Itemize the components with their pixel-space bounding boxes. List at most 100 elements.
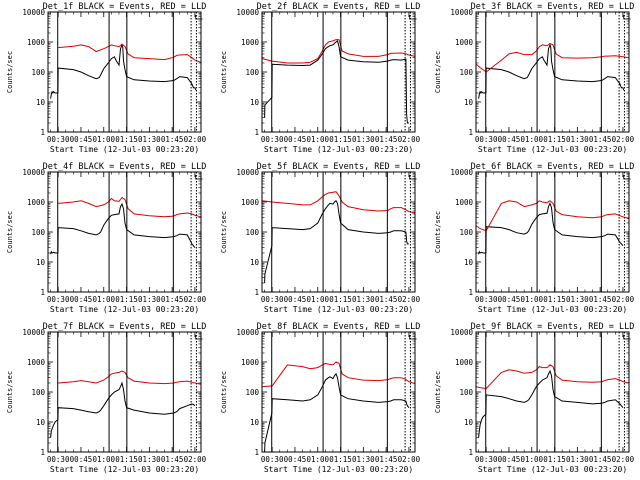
chart-title: Det_1f BLACK = Events, RED = LLD <box>43 2 207 12</box>
y-tick-label: 10 <box>464 418 474 427</box>
y-tick-label: 10000 <box>450 168 473 177</box>
x-tick-label: 02:00 <box>612 455 635 464</box>
x-axis-label: Start Time (12-Jul-03 00:23:20) <box>50 145 199 154</box>
y-tick-label: 100 <box>459 68 473 77</box>
y-tick-label: 10 <box>250 418 260 427</box>
y-tick-label: 100 <box>459 228 473 237</box>
y-tick-label: 10 <box>464 258 474 267</box>
range-bracket <box>623 15 631 20</box>
x-axis-label: Start Time (12-Jul-03 00:23:20) <box>478 465 627 474</box>
x-tick-label: 00:45 <box>70 455 93 464</box>
lld-series-line <box>58 196 202 218</box>
y-tick-label: 1 <box>254 448 259 457</box>
y-tick-label: 1000 <box>455 358 474 367</box>
x-tick-label: 01:30 <box>566 455 589 464</box>
y-tick-label: 1 <box>468 128 473 137</box>
plot-frame <box>475 171 630 293</box>
events-series-line <box>478 43 625 99</box>
x-tick-label: 02:00 <box>184 295 207 304</box>
x-tick-label: 01:00 <box>306 455 329 464</box>
x-tick-label: 00:30 <box>47 455 70 464</box>
y-tick-label: 10 <box>36 418 46 427</box>
y-tick-label: 100 <box>245 68 259 77</box>
chart-title: Det_6f BLACK = Events, RED = LLD <box>471 162 635 172</box>
x-tick-label: 00:30 <box>261 455 284 464</box>
y-tick-label: 100 <box>459 388 473 397</box>
y-tick-label: 1000 <box>27 358 46 367</box>
x-tick-label: 01:00 <box>92 135 115 144</box>
x-tick-label: 00:45 <box>70 135 93 144</box>
y-axis-label: Counts/sec <box>220 371 228 413</box>
plot-frame <box>475 331 630 453</box>
x-tick-label: 01:00 <box>520 455 543 464</box>
y-tick-label: 10000 <box>22 8 45 17</box>
x-tick-label: 00:45 <box>284 295 307 304</box>
y-tick-label: 10000 <box>236 8 259 17</box>
x-tick-label: 00:45 <box>70 295 93 304</box>
events-series-line <box>264 39 409 124</box>
chart-panel: Det_2f BLACK = Events, RED = LLD Counts/s… <box>220 2 421 154</box>
lld-series-line <box>476 200 630 232</box>
chart-title: Det_8f BLACK = Events, RED = LLD <box>257 322 421 332</box>
lld-series-line <box>476 364 630 390</box>
x-tick-label: 01:15 <box>543 295 566 304</box>
chart-panel: Det_7f BLACK = Events, RED = LLD Counts/s… <box>6 322 207 474</box>
lld-series-line <box>475 42 630 73</box>
x-tick-label: 01:45 <box>375 455 398 464</box>
y-tick-label: 1 <box>468 448 473 457</box>
chart-title: Det_3f BLACK = Events, RED = LLD <box>471 2 635 12</box>
x-tick-label: 00:30 <box>475 455 498 464</box>
y-tick-label: 1 <box>40 128 45 137</box>
y-tick-label: 100 <box>245 228 259 237</box>
x-tick-label: 01:45 <box>375 135 398 144</box>
x-tick-label: 01:30 <box>138 455 161 464</box>
x-tick-label: 01:15 <box>329 135 352 144</box>
x-tick-label: 01:00 <box>306 295 329 304</box>
x-tick-label: 00:45 <box>498 295 521 304</box>
y-tick-label: 100 <box>31 228 45 237</box>
x-tick-label: 00:30 <box>47 295 70 304</box>
range-bracket <box>623 335 631 340</box>
x-tick-label: 01:15 <box>543 135 566 144</box>
y-tick-label: 100 <box>31 68 45 77</box>
y-tick-label: 1000 <box>241 38 260 47</box>
chart-panel: Det_9f BLACK = Events, RED = LLD Counts/s… <box>434 322 635 474</box>
x-tick-label: 01:00 <box>306 135 329 144</box>
x-tick-label: 01:30 <box>352 295 375 304</box>
x-tick-label: 01:45 <box>161 295 184 304</box>
y-tick-label: 10000 <box>450 8 473 17</box>
y-tick-label: 10 <box>250 98 260 107</box>
plot-frame <box>261 11 416 133</box>
x-tick-label: 01:45 <box>161 455 184 464</box>
range-bracket <box>409 175 417 180</box>
range-bracket <box>195 15 203 20</box>
x-tick-label: 01:30 <box>138 295 161 304</box>
y-tick-label: 10 <box>36 98 46 107</box>
x-axis-label: Start Time (12-Jul-03 00:23:20) <box>264 145 413 154</box>
y-tick-label: 10000 <box>22 328 45 337</box>
y-tick-label: 1000 <box>241 198 260 207</box>
events-series-line <box>264 200 409 284</box>
y-axis-label: Counts/sec <box>434 211 442 253</box>
lld-series-line <box>58 43 202 63</box>
chart-panel: Det_5f BLACK = Events, RED = LLD Counts/s… <box>220 162 421 314</box>
x-tick-label: 01:45 <box>161 135 184 144</box>
lld-series-line <box>262 361 416 388</box>
x-tick-label: 00:30 <box>261 295 284 304</box>
x-tick-label: 02:00 <box>184 135 207 144</box>
y-axis-label: Counts/sec <box>6 211 14 253</box>
x-tick-label: 01:00 <box>520 135 543 144</box>
x-tick-label: 00:45 <box>284 135 307 144</box>
x-tick-label: 01:45 <box>589 135 612 144</box>
range-bracket <box>623 175 631 180</box>
lld-series-line <box>58 370 202 385</box>
y-axis-label: Counts/sec <box>220 211 228 253</box>
y-tick-label: 1 <box>254 288 259 297</box>
chart-panel: Det_8f BLACK = Events, RED = LLD Counts/s… <box>220 322 421 474</box>
x-tick-label: 02:00 <box>184 455 207 464</box>
x-tick-label: 01:45 <box>589 455 612 464</box>
y-tick-label: 10 <box>36 258 46 267</box>
chart-title: Det_7f BLACK = Events, RED = LLD <box>43 322 207 332</box>
y-tick-label: 1000 <box>27 198 46 207</box>
x-tick-label: 01:30 <box>566 295 589 304</box>
